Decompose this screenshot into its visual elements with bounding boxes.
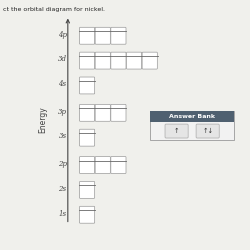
Text: 3s: 3s <box>58 132 66 140</box>
Text: 3p: 3p <box>58 108 66 116</box>
Text: Energy: Energy <box>38 107 48 134</box>
FancyBboxPatch shape <box>150 111 234 140</box>
FancyBboxPatch shape <box>80 104 95 121</box>
Text: ↑: ↑ <box>174 128 179 134</box>
FancyBboxPatch shape <box>80 27 95 44</box>
Text: ↑↓: ↑↓ <box>202 128 213 134</box>
FancyBboxPatch shape <box>111 52 126 69</box>
FancyBboxPatch shape <box>80 182 95 198</box>
FancyBboxPatch shape <box>95 104 110 121</box>
FancyBboxPatch shape <box>111 104 126 121</box>
FancyBboxPatch shape <box>126 52 142 69</box>
FancyBboxPatch shape <box>95 52 110 69</box>
Text: 2p: 2p <box>58 160 66 168</box>
Text: 4s: 4s <box>58 80 66 88</box>
Text: ct the orbital diagram for nickel.: ct the orbital diagram for nickel. <box>3 7 105 12</box>
FancyBboxPatch shape <box>111 156 126 174</box>
FancyBboxPatch shape <box>196 124 219 138</box>
FancyBboxPatch shape <box>165 124 188 138</box>
FancyBboxPatch shape <box>142 52 157 69</box>
Text: 2s: 2s <box>58 185 66 193</box>
Text: 4p: 4p <box>58 30 66 38</box>
FancyBboxPatch shape <box>111 27 126 44</box>
FancyBboxPatch shape <box>150 111 234 122</box>
FancyBboxPatch shape <box>80 206 95 223</box>
FancyBboxPatch shape <box>80 156 95 174</box>
FancyBboxPatch shape <box>95 27 110 44</box>
Text: 3d: 3d <box>58 56 66 64</box>
FancyBboxPatch shape <box>80 129 95 146</box>
Text: Answer Bank: Answer Bank <box>169 114 215 119</box>
Text: 1s: 1s <box>58 210 66 218</box>
FancyBboxPatch shape <box>80 52 95 69</box>
FancyBboxPatch shape <box>95 156 110 174</box>
FancyBboxPatch shape <box>80 77 95 94</box>
